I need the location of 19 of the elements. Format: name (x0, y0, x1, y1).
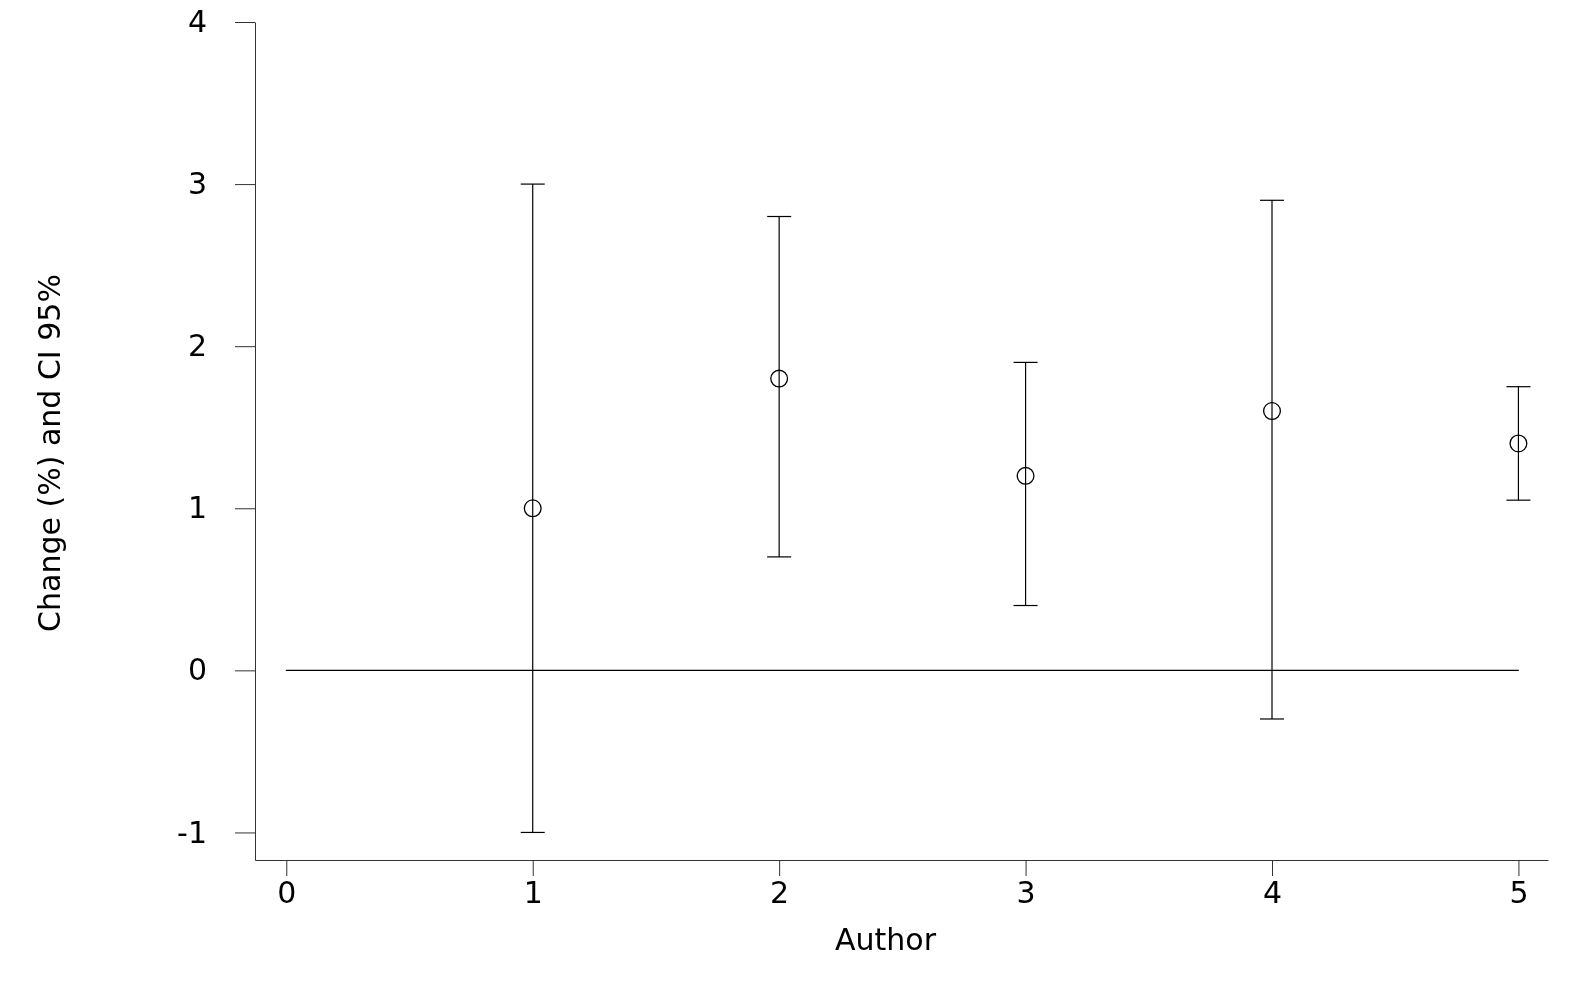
y-tick-label: 1 (187, 490, 207, 526)
y-tick-label: 2 (187, 328, 207, 364)
point (1016, 466, 1035, 485)
x-tick-label: 2 (770, 875, 790, 911)
y-tick-label: -1 (177, 814, 207, 850)
y-tick-label: 0 (187, 652, 207, 688)
x-tick-label: 3 (1016, 875, 1036, 911)
x-tick-label: 1 (523, 875, 543, 911)
y-tick-label: 4 (187, 4, 207, 40)
point (523, 499, 542, 518)
point (1262, 402, 1282, 421)
x-tick-label: 4 (1262, 875, 1283, 911)
point (1509, 434, 1528, 453)
y-tick-label: 3 (187, 166, 207, 202)
x-tick-label: 0 (277, 875, 297, 911)
x-axis-title: Author (834, 922, 937, 957)
y-axis-title: Change (%) and CI 95% (32, 274, 67, 632)
point (770, 369, 789, 388)
x-tick-label: 5 (1509, 875, 1529, 911)
